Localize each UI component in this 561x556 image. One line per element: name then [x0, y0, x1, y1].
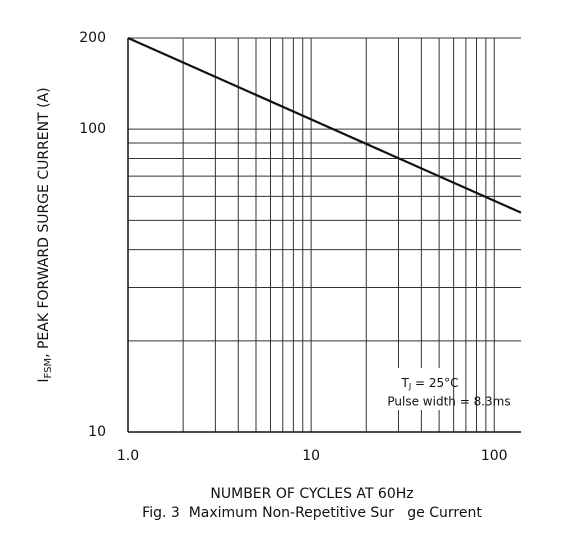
- x-tick-label: 1.0: [117, 448, 139, 464]
- annotation-temp: TJ = 25°C: [400, 376, 458, 391]
- annotation-t: T: [400, 376, 409, 390]
- y-label-sub: FSM: [43, 358, 54, 379]
- y-tick-label: 100: [79, 121, 106, 137]
- y-axis-label: IFSM, PEAK FORWARD SURGE CURRENT (A): [36, 87, 54, 382]
- caption: Fig. 3 Maximum Non-Repetitive Sur ge Cur…: [142, 505, 482, 521]
- y-tick-label: 200: [79, 30, 106, 46]
- y-label-rest: , PEAK FORWARD SURGE CURRENT (A): [36, 87, 52, 358]
- x-tick-label: 100: [481, 448, 508, 464]
- y-tick-label: 10: [88, 424, 106, 440]
- annotation-bg2: [390, 370, 436, 410]
- annotation-pulse: Pulse width = 8.3ms: [387, 395, 510, 409]
- x-axis-label: NUMBER OF CYCLES AT 60Hz: [210, 486, 413, 502]
- annotation-t-sub: J: [408, 382, 411, 391]
- grid: [127, 37, 521, 433]
- annotation-t-rest: = 25°C: [411, 376, 458, 390]
- x-tick-label: 10: [302, 448, 320, 464]
- data-line: [127, 36, 522, 214]
- y-label-main: I: [36, 378, 52, 382]
